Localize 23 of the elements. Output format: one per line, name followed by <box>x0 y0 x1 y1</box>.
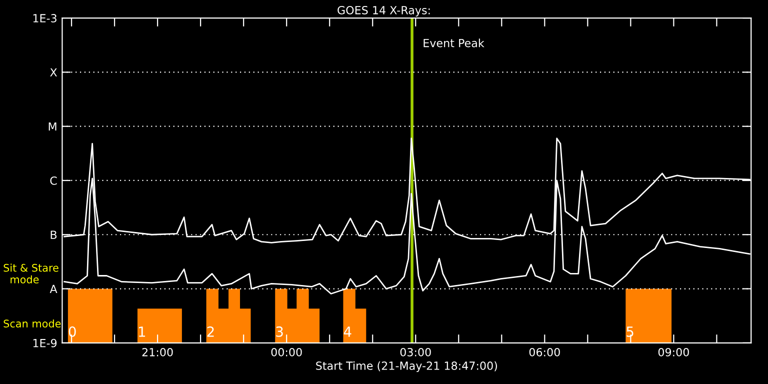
ref-line-label: Event Peak <box>424 38 484 48</box>
x-tick-label: 00:00 <box>271 348 302 356</box>
x-tick-label: 09:00 <box>658 348 689 356</box>
x-tick-label: 06:00 <box>529 348 560 356</box>
x-axis-title: Start Time (21-May-21 18:47:00) <box>316 361 497 372</box>
annotation: 1 <box>139 326 146 337</box>
y-tick-label: M <box>48 122 56 131</box>
text: Scan mode <box>4 319 61 328</box>
y-tick-label: 1E-3 <box>33 14 56 22</box>
annotation: 5 <box>626 326 634 337</box>
text: Sit & Stare mode <box>4 264 58 284</box>
annotation: 4 <box>344 326 352 337</box>
x-tick-label: 03:00 <box>400 348 431 356</box>
y-tick-label: B <box>50 230 57 239</box>
annotation: 2 <box>207 326 214 337</box>
annotation: 0 <box>68 326 76 337</box>
y-tick-label: C <box>50 176 57 185</box>
y-tick-label: A <box>50 284 58 293</box>
x-tick-label: 21:00 <box>142 348 173 356</box>
y-tick-label: 1E-9 <box>33 338 57 348</box>
annotation: 3 <box>276 326 283 337</box>
y-tick-label: X <box>50 68 57 76</box>
chart-title: GOES 14 X-Rays: <box>338 6 430 17</box>
